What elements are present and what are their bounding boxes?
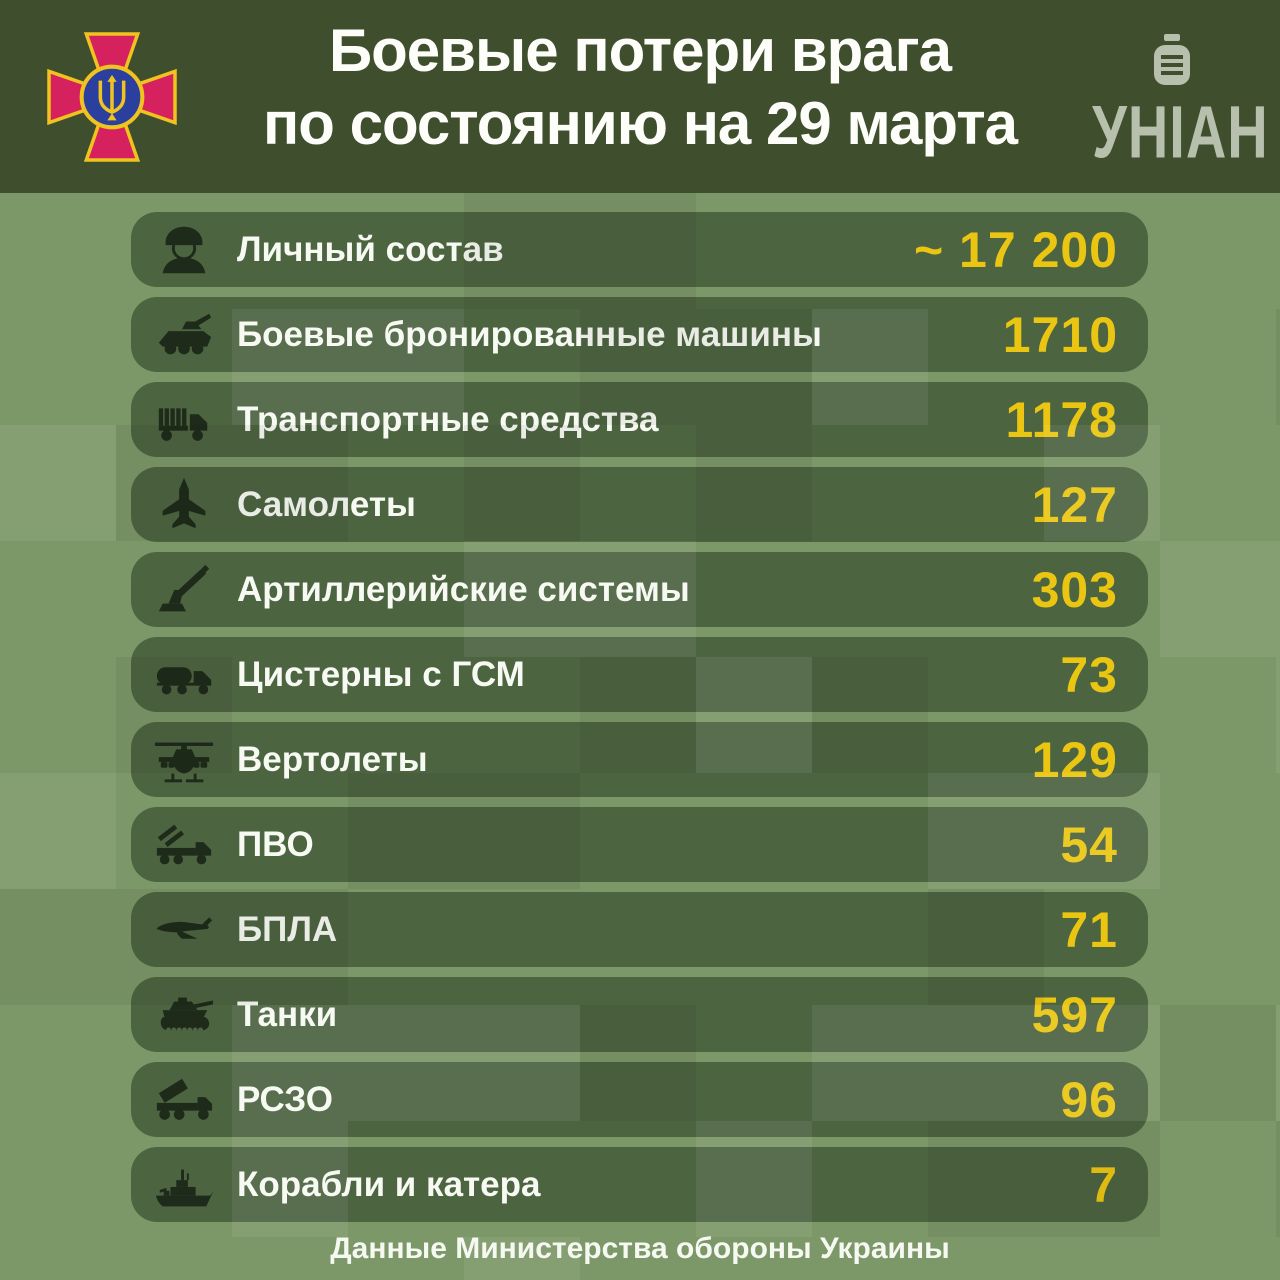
loss-icon-wrap [131, 1154, 237, 1216]
loss-label: Боевые бронированные машины [237, 314, 822, 354]
loss-value: 71 [1060, 901, 1118, 958]
loss-icon-wrap [131, 559, 237, 621]
loss-value: 1710 [1002, 306, 1118, 363]
loss-label: ПВО [237, 824, 314, 864]
loss-label: Самолеты [237, 484, 416, 524]
loss-label: Корабли и катера [237, 1164, 541, 1204]
loss-label: Транспортные средства [237, 399, 659, 439]
ship-icon [153, 1154, 215, 1216]
loss-value: 129 [1031, 731, 1118, 788]
loss-value: 597 [1031, 986, 1118, 1043]
loss-value: 7 [1089, 1156, 1118, 1213]
loss-value: 73 [1060, 646, 1118, 703]
loss-row: Вертолеты 129 [131, 722, 1148, 797]
loss-icon-wrap [131, 984, 237, 1046]
loss-label: Цистерны с ГСМ [237, 654, 525, 694]
loss-icon-wrap [131, 389, 237, 451]
helicopter-icon [153, 729, 215, 791]
loss-value: 303 [1031, 561, 1118, 618]
unian-logo: УНІАН [1092, 34, 1268, 173]
loss-value: ~ 17 200 [913, 221, 1118, 278]
title-line-1: Боевые потери врага [329, 17, 952, 84]
air-defense-icon [153, 814, 215, 876]
soldier-icon [153, 219, 215, 281]
trident-icon [98, 78, 126, 115]
loss-row: БПЛА 71 [131, 892, 1148, 967]
loss-row: Транспортные средства 1178 [131, 382, 1148, 457]
loss-row: Цистерны с ГСМ 73 [131, 637, 1148, 712]
loss-value: 96 [1060, 1071, 1118, 1128]
loss-icon-wrap [131, 304, 237, 366]
uav-icon [153, 899, 215, 961]
armed-forces-emblem [47, 32, 177, 162]
loss-row: Боевые бронированные машины 1710 [131, 297, 1148, 372]
loss-row: Артиллерийские системы 303 [131, 552, 1148, 627]
unian-logo-text: УНІАН [1092, 90, 1269, 174]
loss-label: РСЗО [237, 1079, 333, 1119]
loss-icon-wrap [131, 644, 237, 706]
loss-value: 127 [1031, 476, 1118, 533]
source-note: Данные Министерства обороны Украины [330, 1232, 950, 1265]
loss-value: 54 [1060, 816, 1118, 873]
mlrs-icon [153, 1069, 215, 1131]
loss-label: Вертолеты [237, 739, 428, 779]
apc-icon [153, 304, 215, 366]
loss-icon-wrap [131, 814, 237, 876]
tank-icon [153, 984, 215, 1046]
microphone-dot-icon [1164, 34, 1180, 41]
loss-row: Корабли и катера 7 [131, 1147, 1148, 1222]
loss-label: Артиллерийские системы [237, 569, 690, 609]
loss-row: Танки 597 [131, 977, 1148, 1052]
truck-icon [153, 389, 215, 451]
title-line-2: по состоянию на 29 марта [263, 90, 1018, 158]
loss-icon-wrap [131, 219, 237, 281]
header: Боевые потери врага по состоянию на 29 м… [0, 0, 1280, 193]
loss-label: БПЛА [237, 909, 338, 949]
loss-label: Личный состав [237, 229, 504, 269]
loss-value: 1178 [1005, 391, 1118, 448]
loss-row: ПВО 54 [131, 807, 1148, 882]
fuel-tanker-icon [153, 644, 215, 706]
jet-icon [153, 474, 215, 536]
loss-icon-wrap [131, 1069, 237, 1131]
loss-row: РСЗО 96 [131, 1062, 1148, 1137]
loss-label: Танки [237, 994, 338, 1034]
losses-list: Личный состав ~ 17 200 Боевые бронирован… [131, 212, 1148, 1222]
loss-row: Самолеты 127 [131, 467, 1148, 542]
artillery-icon [153, 559, 215, 621]
page-title: Боевые потери врага по состоянию на 29 м… [0, 14, 1280, 160]
loss-icon-wrap [131, 899, 237, 961]
microphone-icon [1154, 45, 1190, 85]
loss-icon-wrap [131, 729, 237, 791]
loss-row: Личный состав ~ 17 200 [131, 212, 1148, 287]
loss-icon-wrap [131, 474, 237, 536]
